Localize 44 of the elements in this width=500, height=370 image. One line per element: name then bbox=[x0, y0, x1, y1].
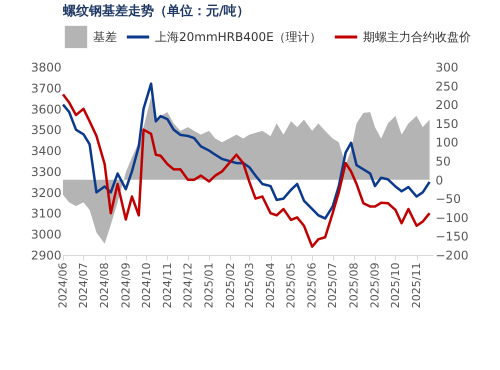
y2-tick-label: 0 bbox=[436, 173, 444, 188]
x-tick-label: 2024/11 bbox=[160, 262, 174, 308]
y-tick-label: 3200 bbox=[30, 186, 62, 200]
x-tick-label: 2025/05 bbox=[284, 262, 298, 308]
x-tick-label: 2025/10 bbox=[388, 262, 402, 308]
legend-label: 期螺主力合约收盘价 bbox=[363, 30, 471, 44]
y-tick-label: 3100 bbox=[30, 206, 62, 221]
x-tick-label: 2024/06 bbox=[56, 262, 70, 308]
x-tick-label: 2024/10 bbox=[140, 262, 153, 308]
x-tick-label: 2025/02 bbox=[224, 262, 237, 308]
x-tick-label: 2025/09 bbox=[368, 262, 382, 308]
x-tick-label: 2025/06 bbox=[306, 262, 319, 308]
y2-tick-label: 150 bbox=[436, 116, 458, 131]
y-tick-label: 3800 bbox=[30, 60, 62, 74]
x-tick-label: 2025/03 bbox=[242, 262, 256, 308]
y-tick-label: 3600 bbox=[30, 102, 62, 116]
line-series bbox=[62, 82, 431, 220]
x-tick-label: 2024/07 bbox=[76, 262, 90, 308]
y2-tick-label: 50 bbox=[436, 154, 451, 168]
x-tick-label: 2024/09 bbox=[119, 262, 132, 308]
y2-tick-label: −100 bbox=[436, 210, 468, 225]
y2-tick-label: 250 bbox=[436, 79, 458, 94]
chart-title: 螺纹钢基差走势（单位：元/吨） bbox=[62, 3, 250, 19]
y2-tick-label: −200 bbox=[436, 248, 468, 262]
x-tick-label: 2025/04 bbox=[264, 262, 278, 308]
x-tick-label: 2025/08 bbox=[347, 262, 360, 308]
y2-tick-label: −50 bbox=[436, 192, 461, 206]
y-tick-label: 3300 bbox=[30, 164, 62, 179]
x-tick-label: 2024/08 bbox=[98, 262, 112, 308]
y-tick-label: 2900 bbox=[30, 248, 62, 262]
y-tick-label: 3500 bbox=[30, 123, 62, 138]
x-tick-label: 2025/07 bbox=[326, 262, 340, 308]
legend-label: 上海20mmHRB400E（理计） bbox=[155, 30, 322, 44]
y2-tick-label: 300 bbox=[436, 60, 458, 74]
y2-tick-label: 200 bbox=[436, 98, 458, 112]
y2-tick-label: −150 bbox=[436, 230, 468, 244]
y-tick-label: 3700 bbox=[30, 81, 62, 96]
y2-tick-label: 100 bbox=[436, 136, 458, 150]
x-tick-label: 2025/01 bbox=[202, 262, 216, 308]
x-tick-label: 2024/12 bbox=[181, 262, 194, 308]
y-tick-label: 3000 bbox=[30, 228, 62, 242]
x-tick-label: 2025/11 bbox=[410, 262, 424, 308]
legend-label: 基差 bbox=[93, 30, 117, 44]
y-tick-label: 3400 bbox=[30, 144, 62, 158]
